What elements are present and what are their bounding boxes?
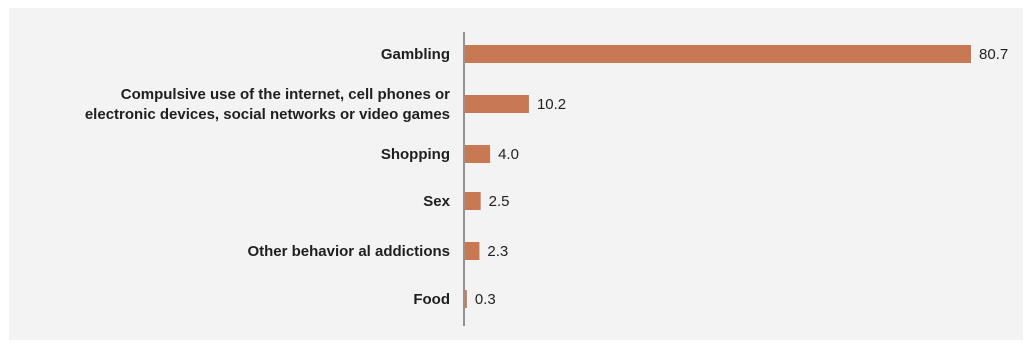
bar xyxy=(465,95,529,113)
category-label: electronic devices, social networks or v… xyxy=(85,106,450,123)
category-label: Sex xyxy=(423,193,450,210)
bar xyxy=(465,145,491,163)
bar xyxy=(465,45,971,63)
category-label: Other behavior al addictions xyxy=(247,243,450,260)
chart-panel: 80.7 Gambling 10.2 Compulsive use of the in… xyxy=(9,8,1023,340)
bar-chart: 80.7 Gambling 10.2 Compulsive use of the in… xyxy=(85,32,1008,326)
bar xyxy=(465,192,481,210)
value-label: 0.3 xyxy=(475,291,496,308)
bar xyxy=(465,242,480,260)
category-label: Compulsive use of the internet, cell pho… xyxy=(121,86,450,103)
bar xyxy=(465,290,467,308)
category-label: Gambling xyxy=(381,46,450,63)
value-label: 2.3 xyxy=(487,243,508,260)
value-label: 80.7 xyxy=(979,46,1008,63)
value-label: 10.2 xyxy=(537,96,566,113)
category-label: Food xyxy=(413,291,450,308)
category-label: Shopping xyxy=(381,146,450,163)
value-label: 2.5 xyxy=(489,193,510,210)
value-label: 4.0 xyxy=(498,146,519,163)
